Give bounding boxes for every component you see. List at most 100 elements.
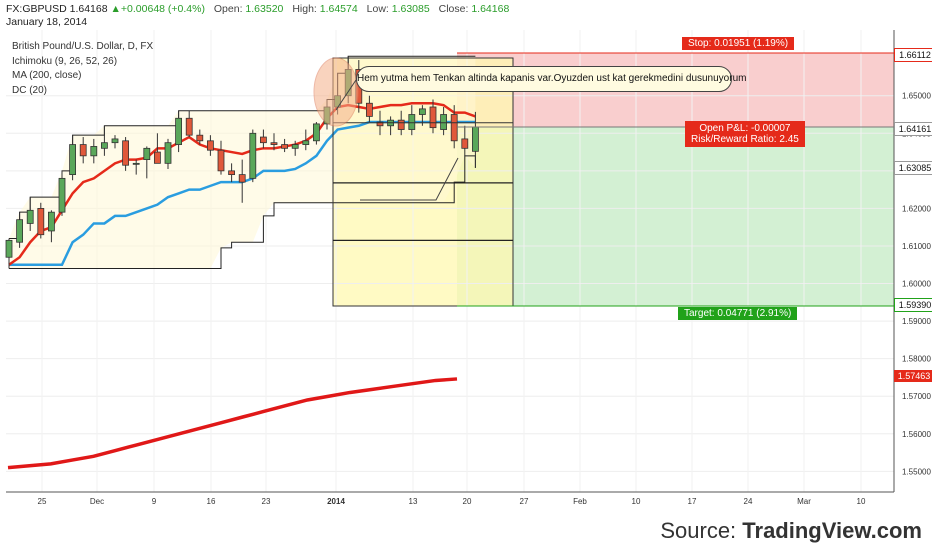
last-price: 1.64168 <box>69 3 108 15</box>
symbol: FX:GBPUSD <box>6 3 67 15</box>
candle-body <box>217 149 225 172</box>
candle-body <box>90 146 98 157</box>
price-tag-ma: 1.57463 <box>894 370 932 382</box>
candle-body <box>249 132 257 179</box>
y-tick-label: 1.57000 <box>902 392 931 401</box>
candle-body <box>429 106 437 129</box>
x-tick-label: Dec <box>90 497 104 506</box>
y-tick-label: 1.60000 <box>902 280 931 289</box>
target-zone <box>457 127 894 306</box>
price-tag-last: 1.64161 <box>894 122 932 136</box>
candle-body <box>376 121 384 127</box>
candle-body <box>228 170 236 176</box>
high-value: 1.64574 <box>319 3 358 15</box>
close-value: 1.64168 <box>471 3 510 15</box>
candle-body <box>122 140 129 166</box>
candle-body <box>259 136 267 144</box>
symbol-header: FX:GBPUSD 1.64168 ▲+0.00648 (+0.4%) Open… <box>6 2 509 16</box>
low-label: Low: <box>366 3 389 15</box>
candle-body <box>418 108 426 115</box>
up-arrow-icon: ▲ <box>110 3 121 15</box>
candle-body <box>164 142 172 164</box>
source-watermark: Source: TradingView.com <box>660 518 922 544</box>
candle-body <box>291 144 299 149</box>
chart-date: January 18, 2014 <box>6 16 88 28</box>
donchian-lower <box>9 155 476 270</box>
change: +0.00648 (+0.4%) <box>120 3 205 15</box>
candle-body <box>69 144 76 176</box>
price-tag-stop: 1.66112 <box>894 48 932 62</box>
study-legend: British Pound/U.S. Dollar, D, FX Ichimok… <box>12 40 153 98</box>
callout-leader <box>360 157 459 201</box>
close-label: Close: <box>438 3 469 15</box>
candle-body <box>143 147 151 160</box>
y-tick-label: 1.55000 <box>902 467 931 476</box>
risk-reward: Risk/Reward Ratio: 2.45 <box>691 134 799 145</box>
candle-body <box>302 140 310 145</box>
y-tick-label: 1.61000 <box>902 242 931 251</box>
ma200-line <box>7 377 458 470</box>
candle-body <box>471 126 479 152</box>
open-value: 1.63520 <box>245 3 284 15</box>
low-value: 1.63085 <box>391 3 430 15</box>
candle-body <box>270 142 278 145</box>
candle-body <box>101 142 108 149</box>
y-tick-label: 1.56000 <box>902 430 931 439</box>
y-tick-label: 1.59000 <box>902 317 931 326</box>
x-tick-label: Feb <box>573 497 587 506</box>
candle-body <box>408 114 416 130</box>
price-tag-target: 1.59390 <box>894 298 932 312</box>
candle-body <box>16 219 24 243</box>
highlight-box <box>332 57 514 307</box>
x-tick-label: 25 <box>38 497 47 506</box>
annotation-callout[interactable]: Hem yutma hem Tenkan altinda kapanis var… <box>356 66 746 92</box>
candle-body <box>440 114 448 130</box>
legend-dc[interactable]: DC (20) <box>12 84 48 96</box>
legend-ichimoku[interactable]: Ichimoku (9, 26, 52, 26) <box>12 55 118 67</box>
source-brand: TradingView.com <box>742 518 922 543</box>
tenkan-line <box>8 101 476 266</box>
source-prefix: Source: <box>660 518 743 543</box>
candle-body <box>79 144 87 157</box>
target-label: Target: 0.04771 (2.91%) <box>678 307 798 320</box>
candle-body <box>196 134 204 142</box>
legend-title[interactable]: British Pound/U.S. Dollar, D, FX <box>12 41 154 52</box>
open-pnl: Open P&L: -0.00007 <box>699 123 791 134</box>
candle-body <box>153 151 161 164</box>
highlight-ellipse <box>313 57 359 127</box>
candle-body <box>450 114 458 142</box>
candle-body <box>48 211 55 232</box>
y-tick-label: 1.58000 <box>902 355 931 364</box>
y-tick-label: 1.65000 <box>902 92 931 101</box>
candle-body <box>5 239 13 258</box>
candle-body <box>58 177 66 213</box>
x-tick-label: 16 <box>207 497 216 506</box>
x-tick-label: Mar <box>797 497 811 506</box>
candle-body <box>281 144 289 149</box>
candle-body <box>397 119 405 130</box>
candle-body <box>312 123 320 142</box>
high-label: High: <box>292 3 317 15</box>
candle-body <box>206 140 214 151</box>
drawings <box>313 52 894 307</box>
x-tick-label: 23 <box>262 497 271 506</box>
x-tick-label: 27 <box>520 497 529 506</box>
legend-ma[interactable]: MA (200, close) <box>12 70 82 81</box>
annotation-pointer <box>335 79 357 111</box>
x-tick-label: 10 <box>857 497 866 506</box>
x-tick-label: 13 <box>409 497 418 506</box>
candle-body <box>132 162 140 165</box>
candle-body <box>175 117 183 145</box>
stop-label: Stop: 0.01951 (1.19%) <box>682 37 795 50</box>
candle-body <box>26 209 34 224</box>
candle-body <box>461 138 469 149</box>
pnl-label: Open P&L: -0.00007 Risk/Reward Ratio: 2.… <box>685 121 805 147</box>
candle-body <box>37 208 45 236</box>
x-tick-label: 24 <box>744 497 753 506</box>
x-tick-label: 20 <box>463 497 472 506</box>
x-tick-label: 2014 <box>327 497 345 506</box>
candle-body <box>238 174 246 183</box>
price-tag-low: 1.63085 <box>894 161 932 175</box>
open-label: Open: <box>213 3 243 15</box>
